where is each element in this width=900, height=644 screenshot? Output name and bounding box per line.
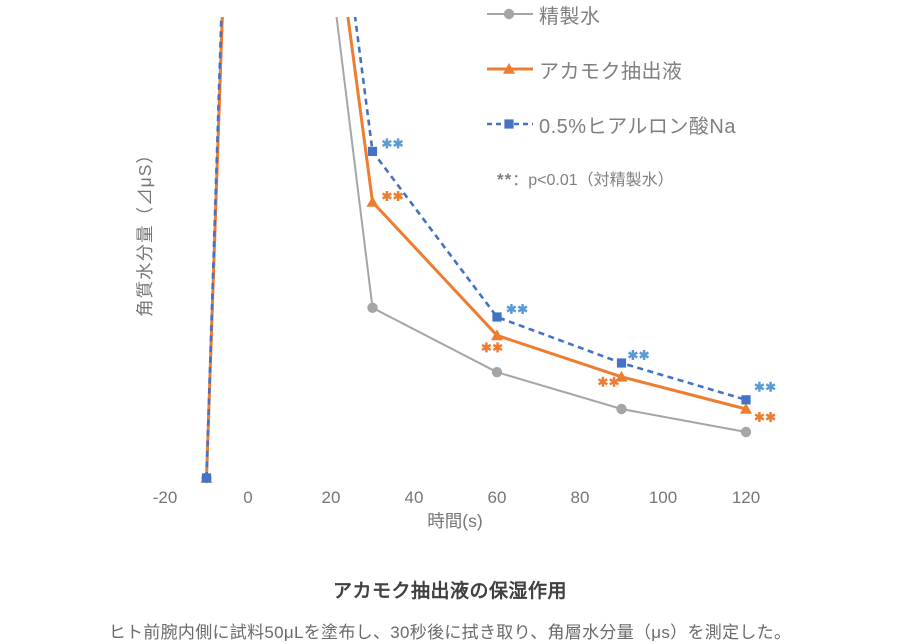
legend-label-akamoku-extract: アカモク抽出液 bbox=[539, 60, 683, 83]
chart-title: アカモク抽出液の保湿作用 bbox=[332, 581, 567, 602]
legend-swatch-triangle-icon bbox=[487, 63, 533, 74]
legend-swatch-square-icon bbox=[487, 119, 533, 129]
legend-item-purified-water: 精製水 bbox=[486, 2, 601, 28]
line-chart-canvas: -20 0 20 40 60 80 100 120 時間(s) 角質水分量（⊿μS） bbox=[135, 17, 776, 531]
legend-item-akamoku-extract: アカモク抽出液 bbox=[486, 57, 683, 83]
svg-text:100: 100 bbox=[649, 488, 677, 507]
svg-text:120: 120 bbox=[732, 488, 760, 507]
svg-text:角質水分量（⊿μS）: 角質水分量（⊿μS） bbox=[135, 145, 155, 317]
svg-text:40: 40 bbox=[405, 488, 424, 507]
svg-text:20: 20 bbox=[322, 488, 341, 507]
legend-label-purified-water: 精製水 bbox=[539, 5, 601, 28]
significance-asterisks: ** bbox=[497, 170, 513, 189]
chart-caption: ヒト前腕内側に試料50μLを塗布し、30秒後に拭き取り、角層水分量（μs）を測定… bbox=[108, 623, 792, 642]
significance-note: **：p<0.01（対精製水） bbox=[497, 166, 674, 190]
significance-note-text: ：p<0.01（対精製水） bbox=[512, 172, 674, 189]
legend-item-hyaluronic-acid: 0.5%ヒアルロン酸Na bbox=[486, 112, 736, 138]
svg-text:時間(s): 時間(s) bbox=[427, 511, 482, 531]
legend-swatch-circle-icon bbox=[487, 8, 533, 20]
svg-text:80: 80 bbox=[571, 488, 590, 507]
svg-text:60: 60 bbox=[488, 488, 507, 507]
legend-label-hyaluronic-acid: 0.5%ヒアルロン酸Na bbox=[539, 115, 736, 138]
svg-text:-20: -20 bbox=[153, 488, 178, 507]
svg-text:0: 0 bbox=[243, 488, 252, 507]
